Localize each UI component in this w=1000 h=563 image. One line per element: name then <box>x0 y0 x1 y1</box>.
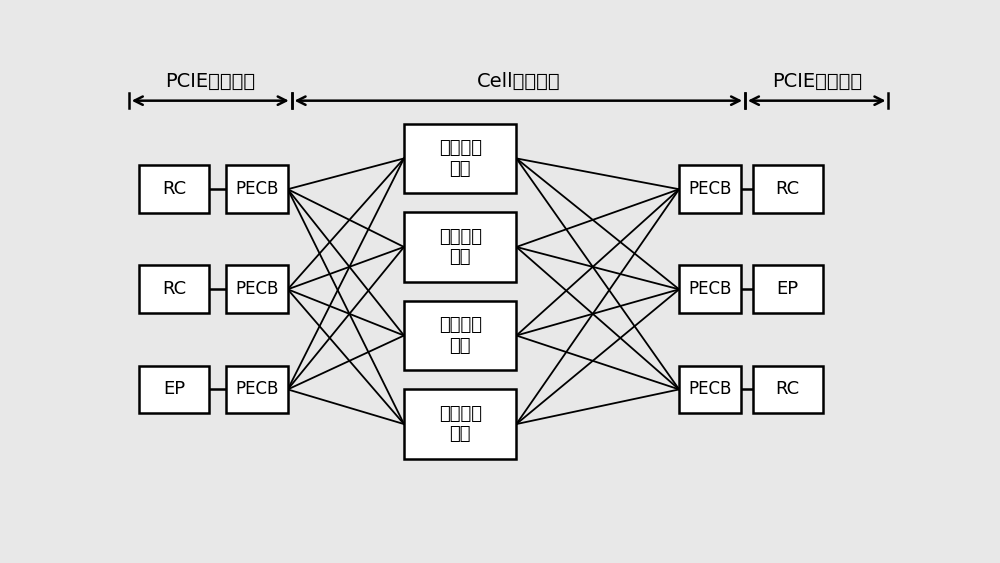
FancyBboxPatch shape <box>679 166 741 213</box>
FancyBboxPatch shape <box>139 265 209 313</box>
Text: 信元交换
模块: 信元交换 模块 <box>439 405 482 444</box>
FancyBboxPatch shape <box>753 365 822 413</box>
Text: RC: RC <box>162 280 186 298</box>
Text: EP: EP <box>163 381 185 399</box>
Text: EP: EP <box>777 280 799 298</box>
Text: PECB: PECB <box>235 180 278 198</box>
FancyBboxPatch shape <box>226 265 288 313</box>
FancyBboxPatch shape <box>404 212 516 282</box>
Text: PECB: PECB <box>235 381 278 399</box>
FancyBboxPatch shape <box>139 166 209 213</box>
Text: RC: RC <box>776 381 800 399</box>
Text: RC: RC <box>776 180 800 198</box>
FancyBboxPatch shape <box>404 124 516 193</box>
Text: RC: RC <box>162 180 186 198</box>
Text: PCIE交换网络: PCIE交换网络 <box>165 72 255 91</box>
FancyBboxPatch shape <box>404 301 516 370</box>
FancyBboxPatch shape <box>679 365 741 413</box>
FancyBboxPatch shape <box>753 265 822 313</box>
FancyBboxPatch shape <box>139 365 209 413</box>
Text: 信元交换
模块: 信元交换 模块 <box>439 139 482 178</box>
Text: PECB: PECB <box>688 381 732 399</box>
FancyBboxPatch shape <box>679 265 741 313</box>
FancyBboxPatch shape <box>226 166 288 213</box>
Text: PECB: PECB <box>688 180 732 198</box>
FancyBboxPatch shape <box>753 166 822 213</box>
Text: 信元交换
模块: 信元交换 模块 <box>439 227 482 266</box>
Text: PECB: PECB <box>688 280 732 298</box>
FancyBboxPatch shape <box>226 365 288 413</box>
Text: Cell交换网络: Cell交换网络 <box>477 72 560 91</box>
FancyBboxPatch shape <box>404 390 516 459</box>
Text: PCIE交换网络: PCIE交换网络 <box>772 72 862 91</box>
Text: 信元交换
模块: 信元交换 模块 <box>439 316 482 355</box>
Text: PECB: PECB <box>235 280 278 298</box>
